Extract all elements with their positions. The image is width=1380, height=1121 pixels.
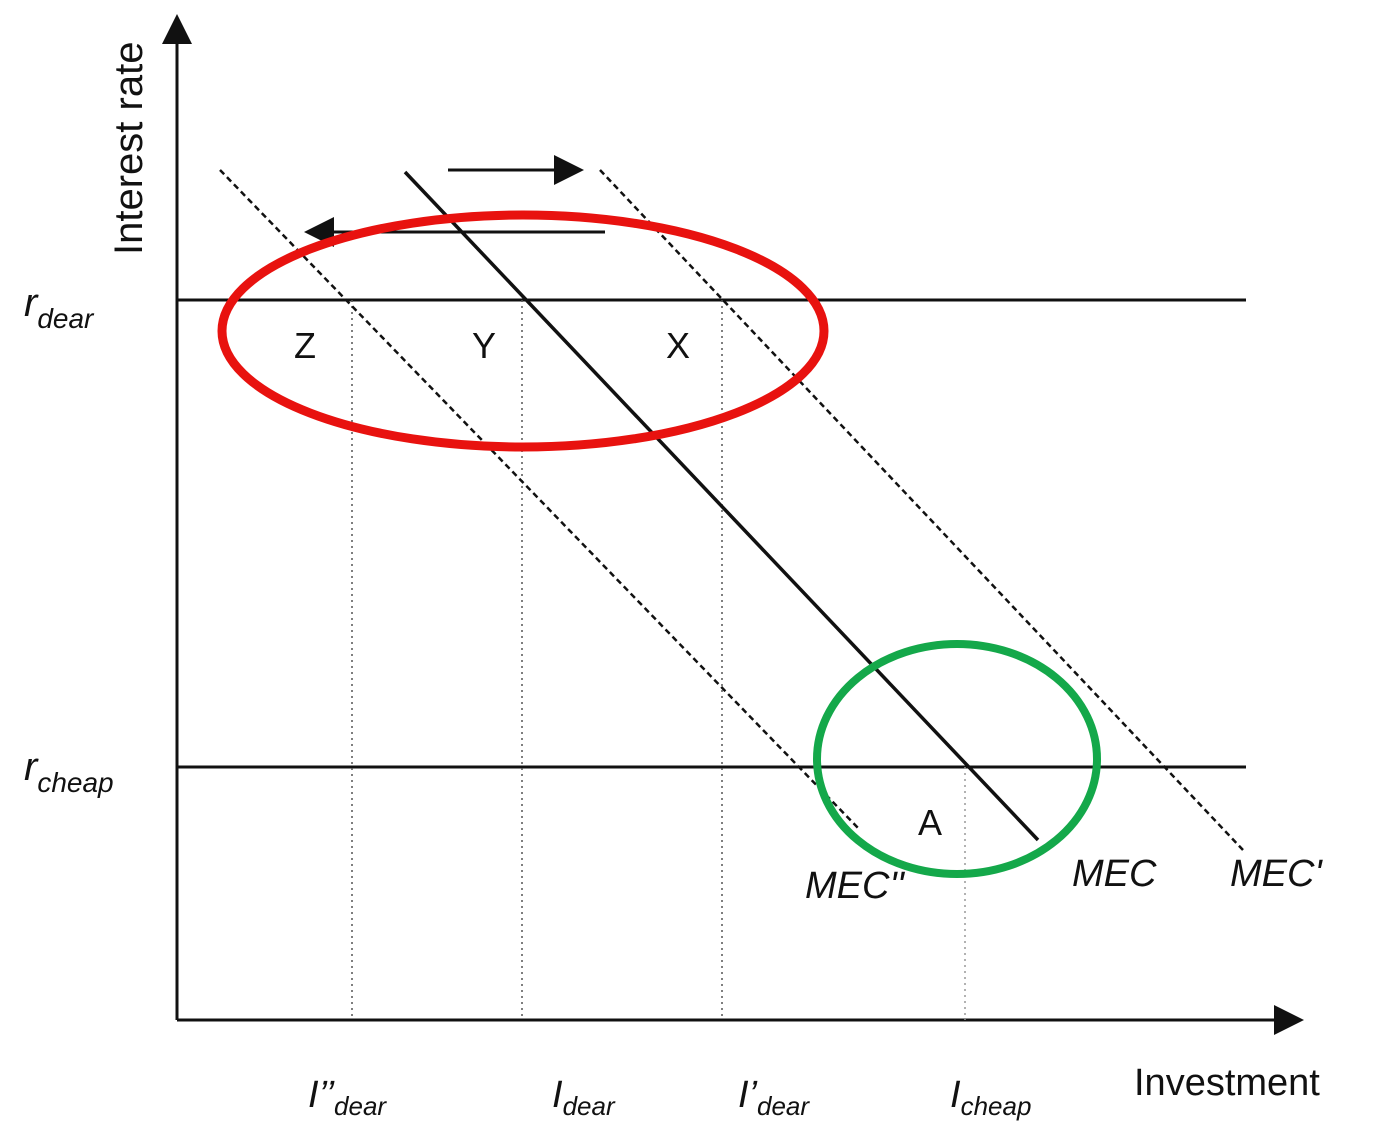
x-axis-label: Investment [1134,1062,1320,1104]
point-y-label: Y [472,325,496,366]
mec-prime-curve [599,169,1244,851]
green-highlight-ellipse [813,640,1101,878]
mec-double-prime-curve [219,169,861,831]
point-a-label: A [918,802,942,843]
y-axis-label: Interest rate [107,42,151,255]
tick-i-cheap: Icheap [950,1074,1031,1121]
r-dear-label: rdear [24,281,95,334]
tick-i-double-prime-dear: I’’dear [308,1074,387,1121]
mec-prime-label: MEC' [1230,853,1323,895]
tick-i-prime-dear: I’dear [738,1074,810,1121]
point-z-label: Z [294,325,316,366]
mec-curve [403,170,1040,842]
red-highlight-ellipse [217,210,829,452]
tick-i-dear: Idear [552,1074,616,1121]
mec-double-prime-label: MEC'' [805,865,906,907]
r-cheap-label: rcheap [24,745,114,798]
point-x-label: X [666,325,690,366]
mec-label: MEC [1072,853,1157,895]
